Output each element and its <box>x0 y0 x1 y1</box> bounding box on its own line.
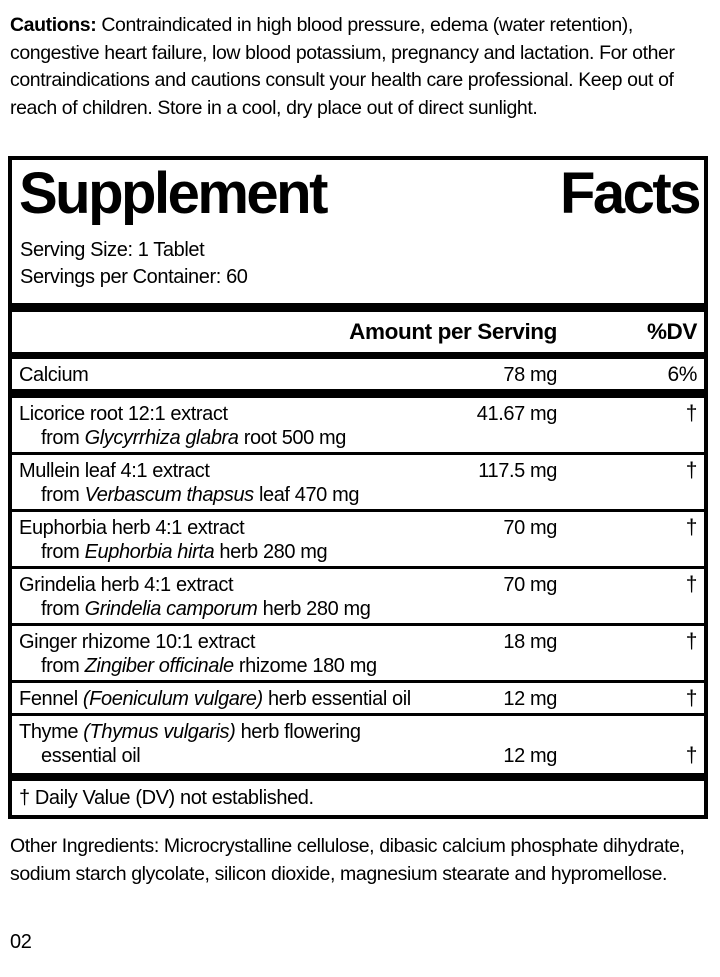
ingredient-source: from Grindelia camporum herb 280 mg <box>19 597 554 621</box>
ingredient-amount: 41.67 mg <box>476 403 558 425</box>
table-row-grindelia: Grindelia herb 4:1 extract from Grindeli… <box>12 569 704 623</box>
source-suffix: root 500 mg <box>238 427 347 449</box>
ingredient-source: from Glycyrrhiza glabra root 500 mg <box>19 426 554 450</box>
source-suffix: leaf 470 mg <box>253 484 360 506</box>
ingredient-name: Thyme (Thymus vulgaris) herb flowering <box>19 720 554 744</box>
ingredient-name: Mullein leaf 4:1 extract <box>19 460 210 482</box>
source-prefix: from <box>41 598 85 620</box>
other-ingredients-text: Microcrystalline cellulose, dibasic calc… <box>10 835 685 885</box>
ingredient-dv: † <box>685 687 698 710</box>
ingredient-name-line2: essential oil <box>41 745 141 767</box>
section-bar <box>12 773 704 781</box>
ingredient-amount: 117.5 mg <box>478 460 557 482</box>
source-latin-name: Zingiber officinale <box>84 655 235 677</box>
name-suffix: herb essential oil <box>262 688 411 710</box>
source-prefix: from <box>41 484 85 506</box>
name-prefix: Thyme <box>19 721 84 743</box>
row-divider <box>12 713 704 716</box>
ingredient-name: Grindelia herb 4:1 extract <box>19 574 234 596</box>
ingredient-name: Fennel (Foeniculum vulgare) herb essenti… <box>19 687 554 711</box>
source-prefix: from <box>41 541 85 563</box>
source-suffix: herb 280 mg <box>257 598 371 620</box>
table-row-ginger: Ginger rhizome 10:1 extract from Zingibe… <box>12 626 704 680</box>
section-bar <box>12 389 704 398</box>
row-divider <box>12 509 704 512</box>
ingredient-dv: † <box>685 744 698 767</box>
panel-title-word-2: Facts <box>559 161 702 226</box>
servings-per-container: Servings per Container: 60 <box>20 266 248 288</box>
ingredient-dv: † <box>685 573 698 596</box>
cautions-label: Cautions: <box>10 14 97 36</box>
ingredient-amount: 70 mg <box>503 517 557 539</box>
ingredient-name: Licorice root 12:1 extract <box>19 403 228 425</box>
header-percent-dv: %DV <box>646 319 697 344</box>
source-latin-name: Verbascum thapsus <box>84 484 255 506</box>
source-suffix: herb 280 mg <box>214 541 328 563</box>
name-suffix: herb flowering <box>235 721 361 743</box>
ingredient-name: Euphorbia herb 4:1 extract <box>19 517 245 539</box>
row-divider <box>12 566 704 569</box>
section-bar <box>12 303 704 312</box>
ingredient-dv: † <box>685 402 698 425</box>
ingredient-amount: 12 mg <box>503 688 557 710</box>
cautions-text: Contraindicated in high blood pressure, … <box>10 14 675 119</box>
header-amount-per-serving: Amount per Serving <box>349 319 557 344</box>
table-row-licorice: Licorice root 12:1 extract from Glycyrrh… <box>12 398 704 452</box>
table-row-fennel: Fennel (Foeniculum vulgare) herb essenti… <box>12 683 704 713</box>
name-latin: (Foeniculum vulgare) <box>82 688 263 710</box>
ingredient-amount: 70 mg <box>503 574 557 596</box>
table-row-mullein: Mullein leaf 4:1 extract from Verbascum … <box>12 455 704 509</box>
ingredient-dv: 6% <box>667 363 697 386</box>
table-row-euphorbia: Euphorbia herb 4:1 extract from Euphorbi… <box>12 512 704 566</box>
ingredient-name: Ginger rhizome 10:1 extract <box>19 631 255 653</box>
other-ingredients-label: Other Ingredients: <box>10 835 159 857</box>
name-prefix: Fennel <box>19 688 83 710</box>
ingredient-source: from Zingiber officinale rhizome 180 mg <box>19 654 554 678</box>
table-row-calcium: Calcium 78 mg 6% <box>12 359 704 389</box>
panel-title-word-1: Supplement <box>19 161 328 226</box>
row-divider <box>12 452 704 455</box>
section-bar <box>12 352 704 359</box>
label-code: 02 <box>10 931 32 953</box>
serving-info: Serving Size: 1 Tablet Servings per Cont… <box>12 237 704 291</box>
table-row-thyme: Thyme (Thymus vulgaris) herb flowering e… <box>12 716 704 773</box>
supplement-facts-panel: Supplement Facts Serving Size: 1 Tablet … <box>8 156 708 819</box>
cautions-paragraph: Cautions: Contraindicated in high blood … <box>10 12 712 122</box>
ingredient-name: Calcium <box>19 364 89 386</box>
ingredient-amount: 78 mg <box>503 364 557 386</box>
other-ingredients-paragraph: Other Ingredients: Microcrystalline cell… <box>10 833 712 888</box>
ingredient-dv: † <box>685 516 698 539</box>
source-suffix: rhizome 180 mg <box>233 655 377 677</box>
daily-value-footnote: † Daily Value (DV) not established. <box>19 787 314 809</box>
serving-size: Serving Size: 1 Tablet <box>20 239 205 261</box>
ingredient-dv: † <box>685 630 698 653</box>
row-divider <box>12 623 704 626</box>
ingredient-amount: 18 mg <box>503 631 557 653</box>
source-latin-name: Euphorbia hirta <box>84 541 215 563</box>
ingredient-source: from Euphorbia hirta herb 280 mg <box>19 540 554 564</box>
table-header: Amount per Serving %DV <box>12 312 704 352</box>
source-latin-name: Glycyrrhiza glabra <box>84 427 239 449</box>
source-latin-name: Grindelia camporum <box>84 598 258 620</box>
ingredient-dv: † <box>685 459 698 482</box>
ingredient-source: from Verbascum thapsus leaf 470 mg <box>19 483 554 507</box>
source-prefix: from <box>41 655 85 677</box>
row-divider <box>12 680 704 683</box>
name-latin: (Thymus vulgaris) <box>83 721 236 743</box>
source-prefix: from <box>41 427 85 449</box>
ingredient-amount: 12 mg <box>503 745 557 767</box>
panel-title: Supplement Facts <box>12 160 704 226</box>
